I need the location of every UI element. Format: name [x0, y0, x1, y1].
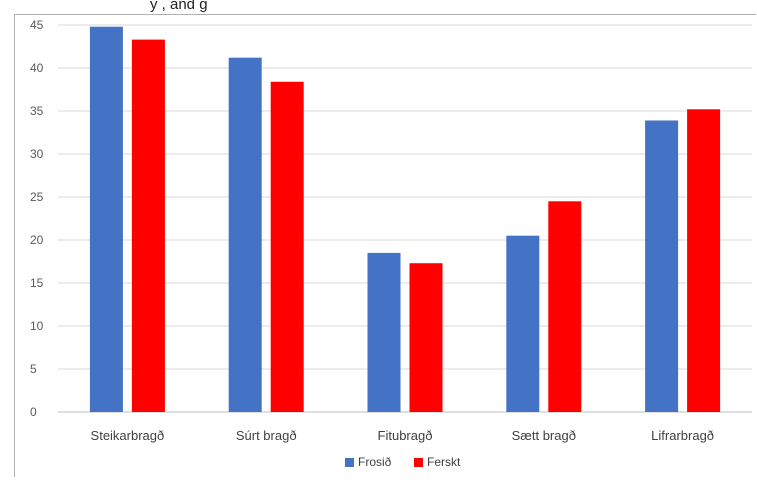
bar-ferskt: [409, 263, 443, 412]
bar-ferskt: [687, 109, 721, 412]
bar-frosid: [367, 252, 401, 412]
bar-ferskt: [270, 81, 304, 412]
category-label: Fitubragð: [378, 428, 433, 443]
y-axis-ticks: 0 5 10 15 20 25 30 35 40 45: [30, 18, 44, 419]
bars: [89, 26, 721, 413]
legend-label: Ferskt: [427, 455, 461, 469]
category-labels: Steikarbragð Súrt bragð Fitubragð Sætt brag…: [91, 428, 714, 443]
y-tick-label: 15: [30, 276, 44, 290]
y-tick-label: 20: [30, 233, 44, 247]
y-tick-label: 35: [30, 104, 44, 118]
legend: Frosið Ferskt: [345, 455, 461, 469]
bar-frosid: [645, 120, 679, 413]
y-tick-label: 10: [30, 319, 44, 333]
y-tick-label: 25: [30, 190, 44, 204]
top-partial-text: y , and g: [150, 0, 208, 13]
bar-ferskt: [131, 39, 165, 413]
legend-swatch: [345, 458, 354, 467]
y-tick-label: 30: [30, 147, 44, 161]
category-label: Steikarbragð: [91, 428, 165, 443]
chart-border: [14, 14, 756, 477]
bar-frosid: [506, 235, 540, 412]
y-tick-label: 5: [30, 362, 37, 376]
bar-ferskt: [548, 201, 582, 412]
category-label: Sætt bragð: [512, 428, 576, 443]
category-label: Súrt bragð: [236, 428, 297, 443]
category-label: Lifrarbragð: [651, 428, 714, 443]
gridlines: [58, 24, 752, 413]
y-tick-label: 40: [30, 61, 44, 75]
legend-swatch: [414, 458, 423, 467]
bar-frosid: [228, 57, 262, 413]
bar-frosid: [89, 26, 123, 412]
legend-label: Frosið: [358, 455, 392, 469]
y-tick-label: 0: [30, 405, 37, 419]
y-tick-label: 45: [30, 18, 44, 32]
